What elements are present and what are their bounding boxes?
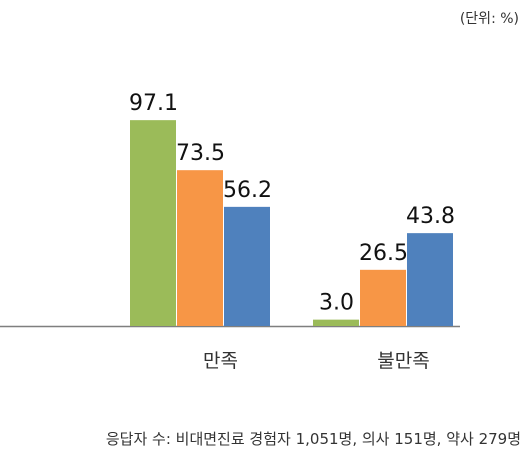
bar-만족-series-3 <box>224 206 270 326</box>
unit-label: (단위: %) <box>459 11 519 27</box>
respondent-footnote: 응답자 수: 비대면진료 경험자 1,051명, 의사 151명, 약사 279… <box>105 430 521 448</box>
bar-불만족-series-2 <box>360 269 406 326</box>
data-label-불만족-series-2: 26.5 <box>359 241 408 266</box>
data-label-만족-series-3: 56.2 <box>223 178 272 203</box>
data-label-만족-series-1: 97.1 <box>129 91 178 116</box>
data-label-불만족-series-1: 3.0 <box>319 291 354 316</box>
data-label-불만족-series-3: 43.8 <box>406 204 455 229</box>
bar-만족-series-2 <box>177 170 223 326</box>
category-label-2: 불만족 <box>377 350 429 372</box>
data-label-만족-series-2: 73.5 <box>176 141 225 166</box>
bar-불만족-series-1 <box>313 319 359 326</box>
bar-불만족-series-3 <box>407 233 453 326</box>
category-label-1: 만족 <box>203 350 238 372</box>
bar-만족-series-1 <box>130 120 176 326</box>
